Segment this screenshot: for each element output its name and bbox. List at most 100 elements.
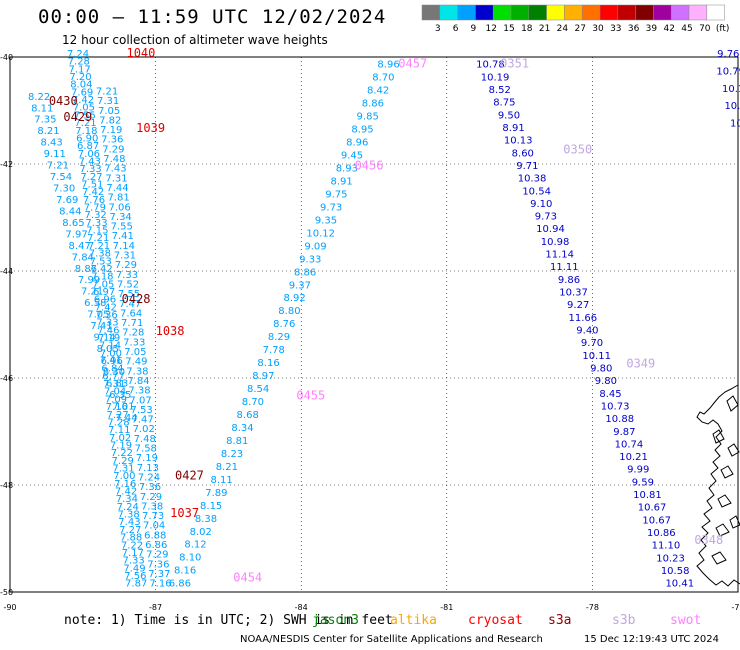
wave-height-value: 8.70 — [372, 73, 394, 84]
wave-height-value: 9.73 — [320, 202, 342, 213]
colorbar-label: 30 — [592, 24, 604, 34]
lat-label: -40 — [0, 53, 13, 62]
wave-height-value: 7.16 — [114, 479, 136, 490]
wave-height-value: 8.68 — [237, 410, 259, 421]
wave-height-value: 6.96 — [94, 295, 116, 306]
wave-height-value: 10. — [730, 119, 740, 130]
axis-labels: -40 -42 -44 -46 -48 -50 -90 -87 -84 -81 -78 -75 — [0, 53, 740, 612]
wave-height-value: 7.24 — [117, 502, 139, 513]
wave-height-value: 7.35 — [34, 115, 56, 126]
wave-height-value: 6.97 — [93, 287, 115, 298]
wave-height-value: 7.41 — [112, 231, 134, 242]
wave-height-value: 7.28 — [122, 328, 144, 339]
wave-height-value: 9.14 — [94, 333, 116, 344]
wave-height-value: 10.67 — [642, 515, 671, 526]
colorbar-swatch — [546, 4, 565, 21]
wave-height-value: 9.99 — [627, 465, 649, 476]
wave-height-value: 10.54 — [522, 186, 551, 197]
map-gridlines — [9, 56, 739, 593]
colorbar-label: 18 — [521, 24, 533, 34]
wave-height-value: 7.43 — [118, 517, 140, 528]
wave-height-value: 7.48 — [103, 154, 125, 165]
wave-height-value: 7.31 — [97, 96, 119, 107]
wave-height-value: 7.21 — [47, 161, 69, 172]
wave-height-value: 8.91 — [502, 123, 524, 134]
wave-height-value: 8.92 — [284, 293, 306, 304]
wave-height-value: 10.13 — [504, 136, 533, 147]
colorbar-label: 39 — [646, 24, 658, 34]
wave-height-value: 8.86 — [294, 267, 316, 278]
wave-height-value: 7.05 — [98, 106, 120, 117]
wave-height-value: 8.54 — [247, 384, 269, 395]
wave-height-value: 9.86 — [558, 275, 580, 286]
wave-height-value: 7.58 — [135, 444, 157, 455]
lon-label: -84 — [295, 603, 308, 612]
wave-height-value: 9.33 — [299, 254, 321, 265]
wave-height-value: 7.47 — [119, 299, 141, 310]
pass-number-label: 0427 — [175, 469, 204, 483]
wave-height-value: 7.44 — [106, 183, 128, 194]
wave-height-value: 7.36 — [139, 482, 161, 493]
wave-height-value: 7.22 — [121, 540, 143, 551]
wave-height-value: 7.33 — [123, 556, 145, 567]
wave-height-value: 10.78 — [476, 60, 505, 71]
colorbar-swatch — [599, 4, 619, 21]
wave-height-value: 7.36 — [101, 135, 123, 146]
satellite-legend-altika: altika — [390, 613, 437, 628]
satellite-legend-s3a: s3a — [548, 613, 572, 628]
wave-height-value: 7.28 — [68, 57, 90, 68]
wave-height-value: 7.38 — [128, 386, 150, 397]
wave-height-value: 7.22 — [111, 448, 133, 459]
wave-height-value: 7.19 — [98, 333, 120, 344]
wave-height-value: 7.89 — [205, 488, 227, 499]
wave-height-value: 7.00 — [100, 348, 122, 359]
wave-height-value: 7.38 — [117, 510, 139, 521]
wave-height-value: 6.88 — [144, 530, 166, 541]
wave-height-value: 8.47 — [69, 241, 91, 252]
wave-height-value: 9.80 — [595, 376, 617, 387]
wave-height-value: 8.65 — [62, 218, 84, 229]
wave-height-value: 8.95 — [351, 125, 373, 136]
wave-height-value: 7.43 — [104, 164, 126, 175]
wave-height-value: 8.12 — [184, 540, 206, 551]
lon-label: -90 — [3, 603, 16, 612]
wave-height-value: 7.24 — [67, 49, 89, 60]
wave-height-value: 7.05 — [87, 310, 109, 321]
wave-height-value: 7.69 — [71, 87, 93, 98]
credit-text: NOAA/NESDIS Center for Satellite Applica… — [240, 634, 543, 645]
wave-height-value: 7.13 — [137, 463, 159, 474]
wave-height-value: 6.87 — [77, 141, 99, 152]
wave-height-value: 9.76 — [717, 49, 739, 60]
wave-height-value: 10.12 — [306, 228, 335, 239]
colorbar-swatch — [475, 4, 494, 21]
wave-height-value: 8.42 — [367, 86, 389, 97]
wave-height-value: 8.45 — [599, 389, 621, 400]
wave-height-value: 7.02 — [133, 424, 155, 435]
wave-height-value: 10.67 — [638, 503, 667, 514]
wave-height-value: 7.87 — [125, 579, 147, 590]
pass-number-label: 1040 — [126, 46, 155, 60]
wave-height-value: 7.47 — [132, 415, 154, 426]
wave-height-value: 10.19 — [481, 72, 510, 83]
wave-height-value: 7.82 — [99, 115, 121, 126]
wave-height-value: 7.34 — [110, 212, 132, 223]
wave-height-value: 10.38 — [518, 174, 547, 185]
wave-height-value: 10.73 — [601, 401, 630, 412]
wave-height-value: 8.76 — [273, 319, 295, 330]
wave-height-value: 8.29 — [268, 332, 290, 343]
pass-labels: 1040 0430 0429 1039 0428 1038 0427 1037 0457 0456… — [49, 46, 723, 584]
wave-height-value: 8.81 — [226, 436, 248, 447]
wave-height-value: 6.83 — [106, 378, 128, 389]
pass-number-label: 0430 — [49, 94, 78, 108]
wave-height-value: 8.34 — [231, 423, 253, 434]
lon-label: -78 — [586, 603, 599, 612]
wave-height-value: 7.53 — [130, 405, 152, 416]
satellite-legend-cryosat: cryosat — [468, 613, 523, 628]
wave-height-value: 7.20 — [69, 72, 91, 83]
wave-height-value: 8.05 — [97, 344, 119, 355]
colorbar-swatch — [670, 4, 690, 21]
wave-height-value: 7.53 — [90, 256, 112, 267]
wave-height-value: 7.15 — [86, 226, 108, 237]
wave-height-value: 7.36 — [96, 310, 118, 321]
